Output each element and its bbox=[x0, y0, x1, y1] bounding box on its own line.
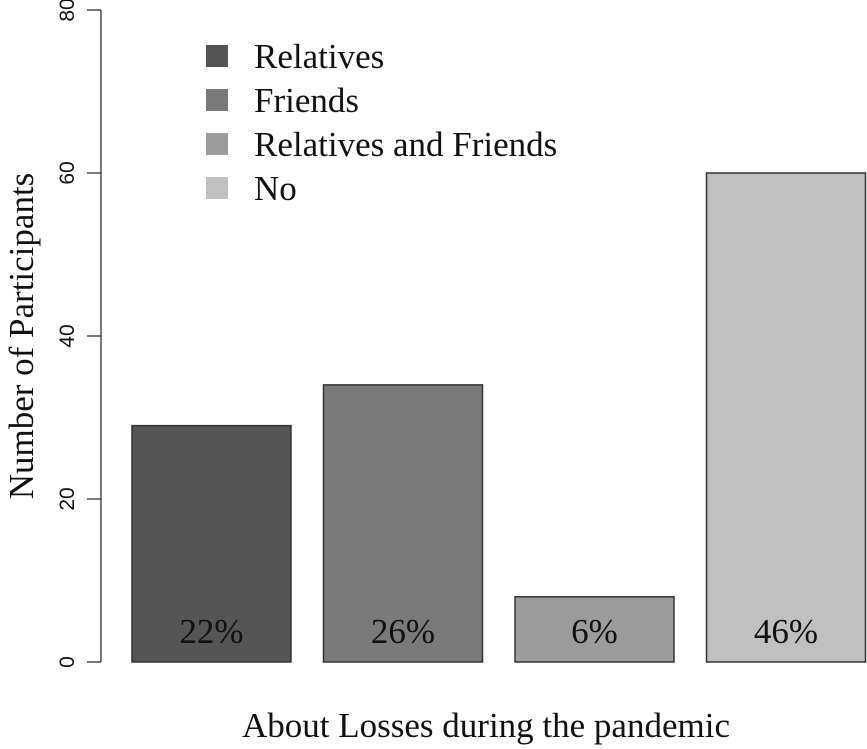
legend-label: No bbox=[254, 169, 297, 208]
bar-value-label: 22% bbox=[179, 612, 243, 651]
legend-label: Friends bbox=[254, 81, 359, 120]
bar-friends bbox=[322, 384, 484, 663]
y-tick-label: 0 bbox=[56, 656, 79, 668]
bar-labels-group: 22% 26% 6% 46% bbox=[179, 612, 818, 651]
bars-group bbox=[131, 172, 867, 663]
y-tick-label: 40 bbox=[56, 324, 79, 347]
bar-value-label: 26% bbox=[371, 612, 435, 651]
x-axis-title: About Losses during the pandemic bbox=[242, 706, 730, 745]
bar-value-label: 6% bbox=[571, 612, 618, 651]
legend-swatch bbox=[206, 133, 228, 155]
bar-relatives bbox=[131, 424, 292, 663]
legend-label: Relatives bbox=[254, 37, 384, 76]
y-axis: 0 20 40 60 80 bbox=[56, 0, 102, 668]
bar-value-label: 46% bbox=[754, 612, 818, 651]
legend: Relatives Friends Relatives and Friends No bbox=[206, 37, 557, 208]
bar-no bbox=[705, 172, 867, 663]
y-tick-label: 60 bbox=[56, 161, 79, 184]
y-axis-title: Number of Participants bbox=[2, 173, 41, 500]
legend-swatch bbox=[206, 45, 228, 67]
y-tick-label: 80 bbox=[56, 0, 79, 22]
y-tick-label: 20 bbox=[56, 487, 79, 510]
legend-label: Relatives and Friends bbox=[254, 125, 557, 164]
legend-swatch bbox=[206, 177, 228, 199]
legend-swatch bbox=[206, 89, 228, 111]
bar-relatives-and-friends bbox=[514, 596, 675, 663]
